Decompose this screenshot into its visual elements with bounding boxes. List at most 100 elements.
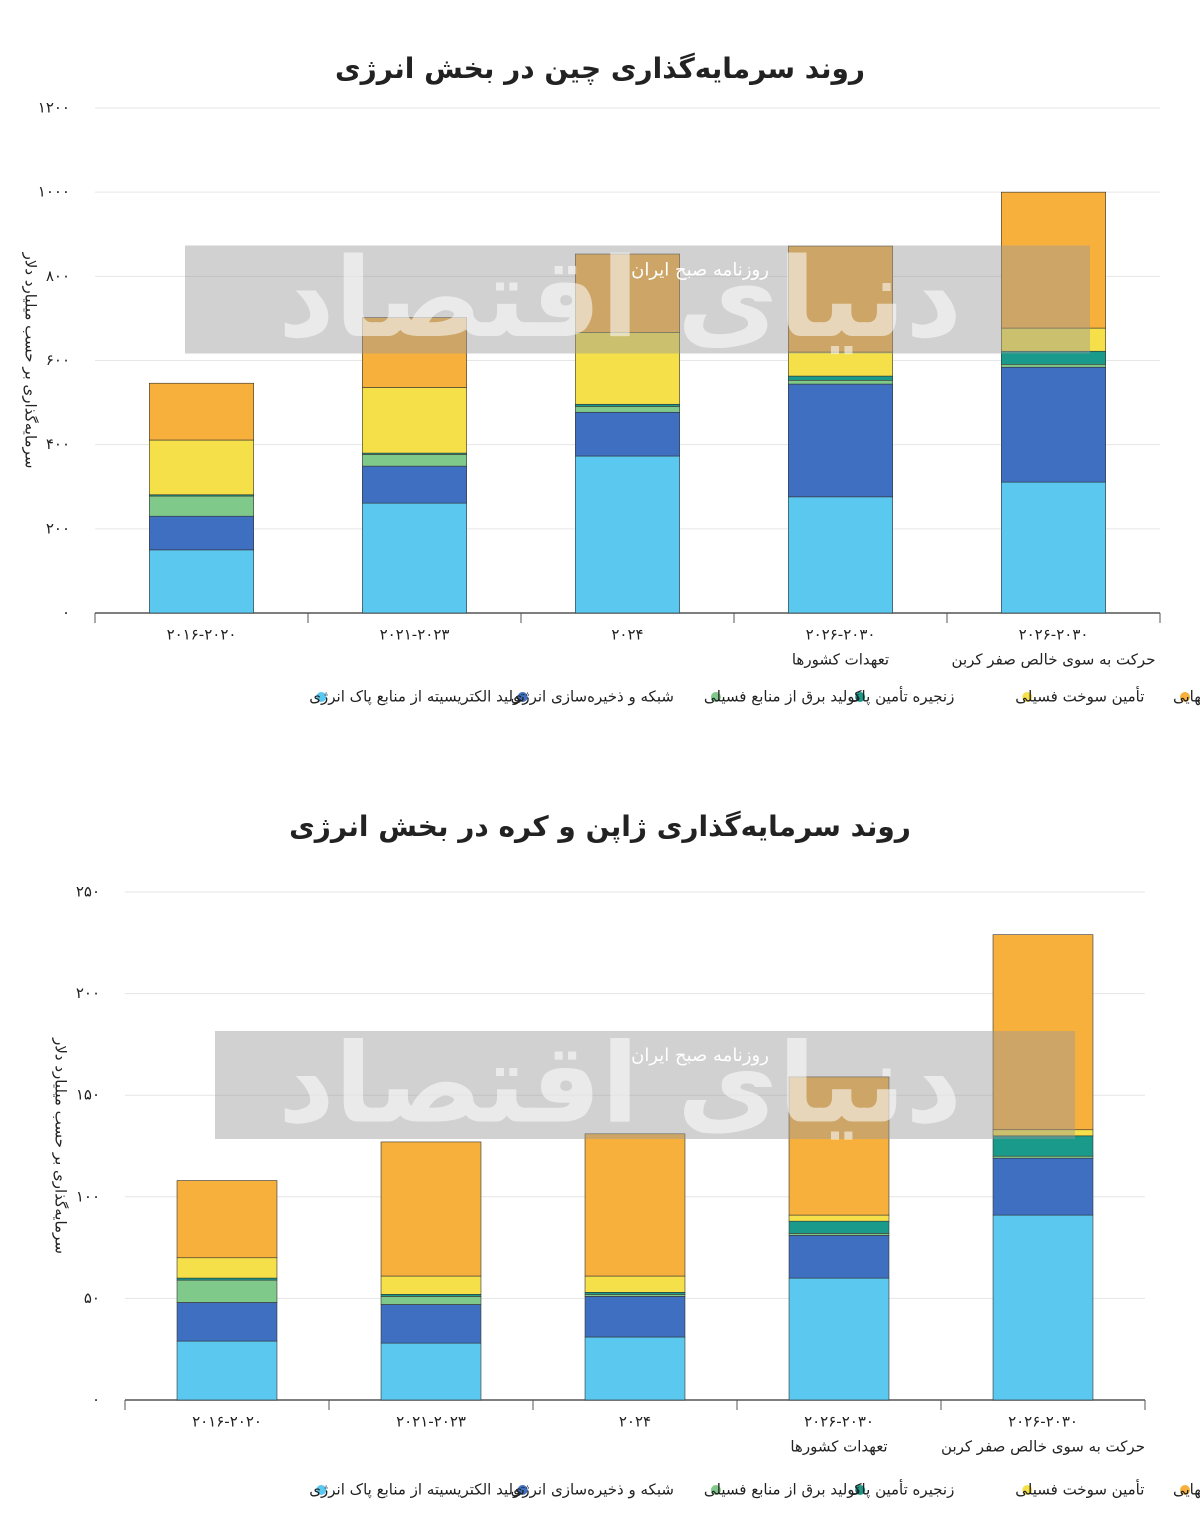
- bar-segment: [575, 253, 680, 333]
- y-tick-label: ۶۰۰: [46, 351, 70, 369]
- legend-marker: [517, 1485, 528, 1495]
- y-tick-label: ۴۰۰: [46, 435, 70, 453]
- watermark-band: [185, 245, 1090, 354]
- bar-segment: [788, 245, 893, 353]
- bar-segment: [149, 515, 254, 551]
- bar-segment: [380, 1296, 482, 1305]
- legend-label: تولید برق از منابع فسیلی: [704, 688, 859, 706]
- legend-marker: [1022, 1485, 1033, 1495]
- bar-segment: [1001, 366, 1106, 483]
- x-tick-note: تعهدات کشورها: [790, 1438, 887, 1456]
- bar-segment: [575, 455, 680, 614]
- bar-segment: [788, 1076, 890, 1216]
- bar-segment: [992, 934, 1094, 1131]
- bar-segment: [149, 495, 254, 517]
- legend-marker: [1180, 692, 1190, 702]
- y-tick-label: ۱۰۰: [76, 1187, 100, 1205]
- legend-label: زنجیره تأمین پاک: [848, 1479, 954, 1500]
- chart-title: روند سرمایه‌گذاری چین در بخش انرژی: [335, 52, 865, 85]
- legend-marker: [517, 692, 528, 702]
- bar-segment: [788, 379, 893, 385]
- legend-label: تولید برق از منابع فسیلی: [704, 1481, 859, 1499]
- legend-label: تولید الکتریسیته از منابع پاک انرژی: [309, 1481, 525, 1500]
- bar-segment: [584, 1294, 686, 1297]
- y-axis-label: سرمایه‌گذاری بر حسب میلیارد دلار: [52, 1037, 70, 1254]
- bar-segment: [362, 502, 467, 614]
- bar-segment: [176, 1257, 278, 1279]
- bar-segment: [788, 1220, 890, 1234]
- x-tick-label: ۲۰۱۶-۲۰۲۰: [167, 626, 237, 644]
- bar-segment: [149, 549, 254, 614]
- watermark: دنیای اقتصاد: [278, 1019, 962, 1147]
- legend-marker: [855, 692, 866, 702]
- y-tick-label: ۰: [92, 1391, 100, 1409]
- bar-segment: [575, 403, 680, 407]
- legend-marker: [710, 692, 721, 702]
- legend-label: زنجیره تأمین پاک: [848, 686, 954, 707]
- watermark-note: روزنامه صبح ایران: [631, 260, 769, 281]
- bar-segment: [788, 1277, 890, 1401]
- chart-title: روند سرمایه‌گذاری ژاپن و کره در بخش انرژ…: [289, 810, 911, 843]
- legend-marker: [1022, 692, 1033, 702]
- bar-segment: [575, 406, 680, 413]
- bar-segment: [788, 1233, 890, 1236]
- bar-segment: [380, 1304, 482, 1344]
- bar-segment: [380, 1141, 482, 1277]
- x-tick-label: ۲۰۲۶-۲۰۳۰: [1019, 626, 1089, 644]
- y-tick-label: ۰: [62, 604, 70, 622]
- bar-segment: [149, 439, 254, 496]
- x-tick-label: ۲۰۲۶-۲۰۳۰: [806, 626, 876, 644]
- bar-segment: [362, 387, 467, 454]
- y-tick-label: ۱۰۰۰: [38, 183, 70, 201]
- bar-segment: [362, 454, 467, 467]
- legend-marker: [1180, 1485, 1190, 1495]
- legend-marker: [855, 1485, 866, 1495]
- legend-marker: [710, 1485, 721, 1495]
- y-tick-label: ۱۲۰۰: [38, 99, 70, 117]
- bar-segment: [788, 496, 893, 614]
- bar-segment: [1001, 481, 1106, 614]
- bar-segment: [362, 317, 467, 388]
- bar-segment: [149, 382, 254, 441]
- y-tick-label: ۱۵۰: [76, 1086, 100, 1104]
- legend-label: تولید الکتریسیته از منابع پاک انرژی: [309, 688, 525, 707]
- bar-segment: [1001, 191, 1106, 329]
- legend-label: شبکه و ذخیره‌سازی انرژی: [511, 688, 674, 706]
- x-tick-label: ۲۰۲۱-۲۰۲۳: [380, 626, 450, 644]
- bar-segment: [992, 1155, 1094, 1159]
- bar-segment: [584, 1292, 686, 1295]
- bar-segment: [584, 1336, 686, 1401]
- bar-segment: [176, 1277, 278, 1281]
- x-tick-note: حرکت به سوی خالص صفر کربن: [952, 651, 1156, 669]
- y-tick-label: ۲۰۰: [46, 519, 70, 537]
- bar-segment: [176, 1340, 278, 1401]
- x-tick-label: ۲۰۲۱-۲۰۲۳: [396, 1413, 466, 1431]
- x-tick-label: ۲۰۲۶-۲۰۳۰: [1008, 1413, 1078, 1431]
- legend-marker: [316, 692, 327, 702]
- bar-segment: [788, 1235, 890, 1279]
- x-tick-label: ۲۰۲۴: [611, 626, 643, 644]
- y-axis-label: سرمایه‌گذاری بر حسب میلیارد دلار: [22, 252, 40, 469]
- bar-segment: [380, 1294, 482, 1297]
- bar-segment: [584, 1275, 686, 1293]
- y-tick-label: ۸۰۰: [46, 267, 70, 285]
- watermark: دنیای اقتصاد: [278, 234, 962, 362]
- x-tick-note: حرکت به سوی خالص صفر کربن: [941, 1438, 1145, 1456]
- x-tick-note: تعهدات کشورها: [792, 651, 889, 669]
- y-tick-label: ۲۰۰: [76, 984, 100, 1002]
- legend-marker: [316, 1485, 327, 1495]
- watermark-note: روزنامه صبح ایران: [631, 1045, 769, 1066]
- legend-label: شبکه و ذخیره‌سازی انرژی: [511, 1481, 674, 1499]
- bar-segment: [584, 1296, 686, 1338]
- bar-segment: [380, 1342, 482, 1401]
- bar-segment: [380, 1275, 482, 1295]
- bar-segment: [176, 1279, 278, 1303]
- x-tick-label: ۲۰۲۴: [619, 1413, 651, 1431]
- bar-segment: [992, 1214, 1094, 1401]
- bar-segment: [176, 1302, 278, 1342]
- y-tick-label: ۲۵۰: [76, 883, 100, 901]
- legend-label: تأمین سوخت فسیلی: [1015, 686, 1144, 706]
- bar-segment: [575, 411, 680, 457]
